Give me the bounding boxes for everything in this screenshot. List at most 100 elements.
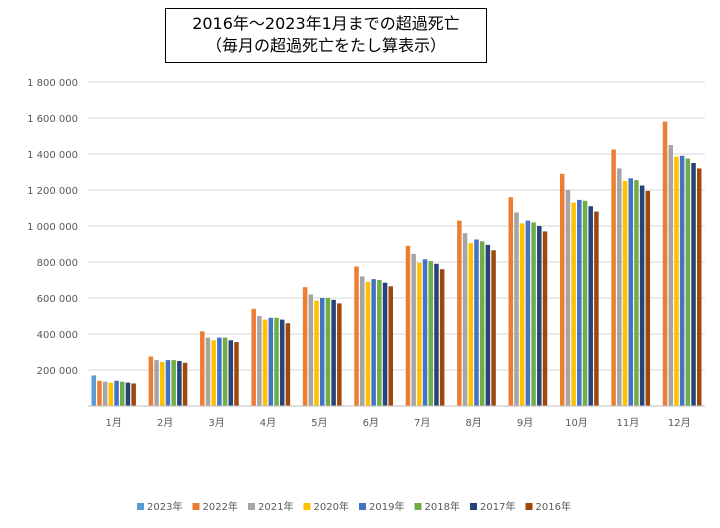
bar [411, 253, 416, 406]
bar [211, 340, 216, 406]
bar [405, 245, 411, 406]
y-tick-label: 600 000 [37, 294, 78, 305]
y-tick-label: 1 400 000 [27, 150, 78, 161]
legend-label: 2017年 [480, 500, 515, 513]
y-tick-label: 1 800 000 [27, 78, 78, 89]
bar [160, 361, 165, 406]
legend-swatch [248, 503, 255, 510]
chart-subtitle: （毎月の超過死亡をたし算表示） [205, 36, 446, 55]
bar [131, 383, 136, 406]
bar [228, 340, 234, 406]
legend-swatch [192, 503, 200, 510]
bar [125, 382, 131, 406]
legend-label: 2016年 [536, 500, 571, 513]
bar [371, 279, 376, 406]
y-tick-label: 800 000 [37, 258, 78, 269]
legend-label: 2023年 [147, 500, 182, 513]
bar [274, 317, 279, 406]
legend-label: 2019年 [369, 500, 404, 513]
x-tick-label: 10月 [565, 417, 588, 429]
bar [222, 337, 228, 406]
bar [542, 231, 548, 406]
bar [468, 243, 474, 406]
bar [685, 158, 691, 406]
bar [639, 185, 645, 406]
bar [154, 360, 159, 406]
bar [457, 220, 462, 406]
bar [200, 331, 205, 406]
bar [485, 244, 491, 406]
chart-title: 2016年〜2023年1月までの超過死亡 [192, 14, 460, 33]
bar [559, 173, 565, 406]
bar [359, 276, 365, 406]
legend-label: 2020年 [314, 500, 349, 513]
bar [422, 259, 428, 406]
bar [319, 298, 325, 406]
bar [377, 280, 382, 406]
bar [611, 149, 616, 406]
bar [262, 319, 268, 406]
bar [508, 197, 514, 406]
bar [479, 241, 485, 406]
bar [279, 319, 285, 406]
bar [97, 380, 102, 406]
bar [525, 220, 531, 406]
bar [234, 342, 239, 406]
bar [325, 298, 331, 406]
bar [365, 281, 371, 406]
x-tick-label: 4月 [260, 417, 276, 429]
bar [171, 360, 176, 406]
legend-swatch [359, 503, 366, 510]
x-tick-label: 11月 [617, 417, 640, 429]
legend-swatch [137, 503, 144, 510]
bar [668, 145, 673, 406]
bar [428, 261, 434, 406]
bar [302, 287, 308, 406]
x-tick-label: 12月 [668, 417, 691, 429]
legend-swatch [414, 503, 422, 510]
bar [565, 190, 571, 406]
y-tick-label: 400 000 [37, 330, 78, 341]
bar [108, 382, 114, 406]
bar [177, 361, 182, 406]
bar [537, 226, 542, 406]
x-tick-label: 1月 [106, 417, 122, 429]
bar [674, 156, 679, 406]
bar [679, 155, 685, 406]
bar [439, 269, 445, 406]
bar [474, 239, 479, 406]
bar [519, 223, 525, 406]
bar [251, 308, 256, 406]
y-tick-label: 1 200 000 [27, 186, 78, 197]
bar [382, 282, 388, 406]
bar [577, 199, 582, 406]
legend-swatch [525, 503, 533, 510]
bar [628, 178, 633, 406]
bar [165, 360, 171, 406]
bar [217, 337, 222, 406]
bar [182, 362, 188, 406]
bar [588, 206, 593, 406]
legend-swatch [470, 503, 477, 510]
bar [622, 181, 628, 406]
x-tick-label: 2月 [157, 417, 173, 429]
legend-label: 2018年 [425, 500, 460, 513]
bar [102, 381, 108, 406]
y-tick-label: 200 000 [37, 366, 78, 377]
bar [205, 337, 211, 406]
bar [114, 380, 119, 406]
bar [308, 294, 314, 406]
bar [331, 299, 336, 406]
bar [582, 200, 588, 406]
x-tick-label: 5月 [311, 417, 327, 429]
bar [314, 300, 319, 406]
bar [617, 168, 622, 406]
bar [696, 168, 702, 406]
y-tick-label: 1 000 000 [27, 222, 78, 233]
bar [514, 212, 519, 406]
y-tick-label: 1 600 000 [27, 114, 78, 125]
bar [691, 163, 696, 406]
bar [148, 356, 154, 406]
x-tick-label: 9月 [517, 417, 533, 429]
